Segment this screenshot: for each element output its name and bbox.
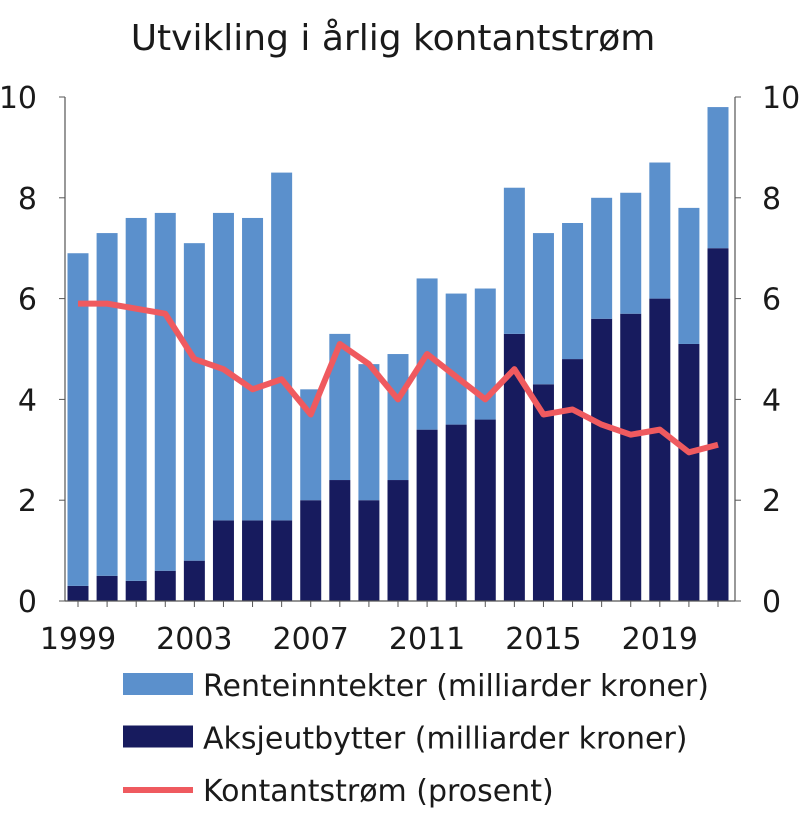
y-tick-label-left: 0: [18, 585, 37, 620]
x-tick-label: 2007: [273, 622, 349, 657]
x-tick-label: 2011: [389, 622, 465, 657]
bar-2007-aksjeutbytter: [300, 500, 321, 601]
bar-2021-renteinntekter: [708, 107, 729, 248]
bar-2021-aksjeutbytter: [708, 248, 729, 601]
bar-2010-aksjeutbytter: [388, 480, 409, 601]
bar-2015-renteinntekter: [533, 233, 554, 384]
bar-2012-renteinntekter: [446, 294, 467, 425]
legend-swatch: [123, 726, 193, 748]
bar-2000-aksjeutbytter: [97, 576, 118, 601]
y-tick-label-right: 2: [762, 484, 781, 519]
bar-2005-renteinntekter: [242, 218, 263, 520]
y-tick-label-right: 6: [762, 283, 781, 318]
y-tick-label-right: 0: [762, 585, 781, 620]
y-tick-label-left: 10: [0, 81, 37, 116]
x-tick-label: 2019: [622, 622, 698, 657]
bar-2006-aksjeutbytter: [271, 520, 292, 601]
bar-2020-renteinntekter: [678, 208, 699, 344]
bar-2002-aksjeutbytter: [155, 571, 176, 601]
bar-2016-renteinntekter: [562, 223, 583, 359]
bar-2014-renteinntekter: [504, 188, 525, 334]
y-tick-label-right: 10: [762, 81, 800, 116]
y-tick-label-left: 2: [18, 484, 37, 519]
bar-2004-aksjeutbytter: [213, 520, 234, 601]
bar-1999-aksjeutbytter: [68, 586, 89, 601]
bar-2012-aksjeutbytter: [446, 425, 467, 601]
bar-2019-renteinntekter: [649, 163, 670, 299]
bar-2003-aksjeutbytter: [184, 561, 205, 601]
bar-2017-renteinntekter: [591, 198, 612, 319]
bar-2006-renteinntekter: [271, 173, 292, 521]
chart-title: Utvikling i årlig kontantstrøm: [131, 18, 656, 59]
bar-2005-aksjeutbytter: [242, 520, 263, 601]
bar-2009-renteinntekter: [358, 364, 379, 500]
bar-2003-renteinntekter: [184, 243, 205, 561]
x-tick-label: 1999: [40, 622, 116, 657]
bar-2017-aksjeutbytter: [591, 319, 612, 601]
legend-label: Aksjeutbytter (milliarder kroner): [203, 722, 687, 757]
bar-2008-aksjeutbytter: [329, 480, 350, 601]
bar-2010-renteinntekter: [388, 354, 409, 480]
bar-2011-aksjeutbytter: [417, 430, 438, 601]
legend-swatch: [123, 673, 193, 695]
bar-2018-renteinntekter: [620, 193, 641, 314]
legend-label: Renteinntekter (milliarder kroner): [203, 669, 709, 704]
legend-label: Kontantstrøm (prosent): [203, 774, 554, 809]
bar-2000-renteinntekter: [97, 233, 118, 576]
bar-2001-renteinntekter: [126, 218, 147, 581]
bars: [68, 107, 729, 601]
bar-2016-aksjeutbytter: [562, 359, 583, 601]
bar-2018-aksjeutbytter: [620, 314, 641, 601]
legend: Renteinntekter (milliarder kroner) Aksjeu…: [123, 669, 709, 809]
y-tick-label-left: 8: [18, 182, 37, 217]
x-tick-label: 2003: [156, 622, 232, 657]
bar-2013-aksjeutbytter: [475, 420, 496, 601]
x-tick-label: 2015: [505, 622, 581, 657]
y-tick-label-left: 4: [18, 383, 37, 418]
bar-2009-aksjeutbytter: [358, 500, 379, 601]
bar-2001-aksjeutbytter: [126, 581, 147, 601]
y-tick-label-right: 4: [762, 383, 781, 418]
bar-2019-aksjeutbytter: [649, 299, 670, 601]
bar-2002-renteinntekter: [155, 213, 176, 571]
y-tick-label-right: 8: [762, 182, 781, 217]
y-tick-label-left: 6: [18, 283, 37, 318]
bar-2020-aksjeutbytter: [678, 344, 699, 601]
